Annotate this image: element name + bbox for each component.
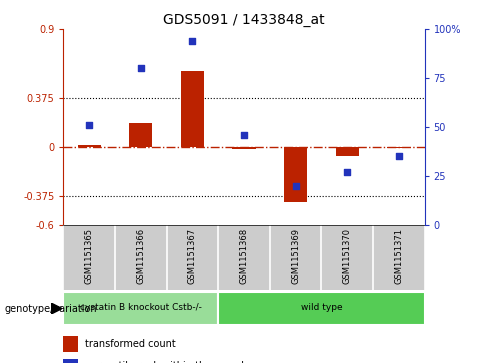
Bar xyxy=(63,337,78,351)
Point xyxy=(188,38,196,44)
Polygon shape xyxy=(51,303,62,314)
Point xyxy=(85,122,93,128)
Text: GSM1151369: GSM1151369 xyxy=(291,228,300,284)
Text: genotype/variation: genotype/variation xyxy=(5,303,98,314)
Bar xyxy=(218,292,425,325)
Text: cystatin B knockout Cstb-/-: cystatin B knockout Cstb-/- xyxy=(80,303,202,312)
Point xyxy=(240,132,248,138)
Text: percentile rank within the sample: percentile rank within the sample xyxy=(85,361,250,363)
Text: GSM1151366: GSM1151366 xyxy=(136,228,145,285)
Point xyxy=(137,65,145,71)
Bar xyxy=(232,147,256,149)
Point xyxy=(292,183,300,189)
Bar xyxy=(284,147,307,201)
Bar xyxy=(336,147,359,156)
Text: GSM1151368: GSM1151368 xyxy=(240,228,248,285)
Text: transformed count: transformed count xyxy=(85,339,176,349)
Bar xyxy=(129,123,152,147)
Point xyxy=(343,169,351,175)
Text: wild type: wild type xyxy=(301,303,342,312)
Bar xyxy=(63,292,218,325)
Text: GSM1151367: GSM1151367 xyxy=(188,228,197,285)
Bar xyxy=(181,71,204,147)
Point xyxy=(395,154,403,159)
Text: GSM1151370: GSM1151370 xyxy=(343,228,352,284)
Bar xyxy=(387,147,410,148)
Text: GSM1151371: GSM1151371 xyxy=(394,228,403,284)
Bar xyxy=(63,359,78,363)
Bar xyxy=(78,145,101,147)
Title: GDS5091 / 1433848_at: GDS5091 / 1433848_at xyxy=(163,13,325,26)
Text: GSM1151365: GSM1151365 xyxy=(85,228,94,284)
